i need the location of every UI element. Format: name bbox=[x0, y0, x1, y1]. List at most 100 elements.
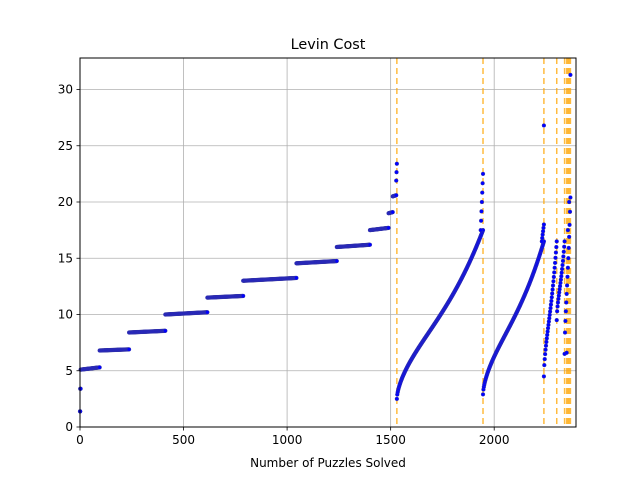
x-tick-label: 1500 bbox=[375, 433, 406, 447]
data-point bbox=[553, 250, 559, 255]
data-point bbox=[367, 242, 373, 247]
x-tick-label: 0 bbox=[76, 433, 84, 447]
data-point bbox=[548, 306, 553, 311]
data-point bbox=[543, 347, 548, 352]
data-point bbox=[554, 239, 559, 244]
y-tick-label: 0 bbox=[65, 420, 73, 434]
x-tick-label: 1000 bbox=[272, 433, 303, 447]
data-point bbox=[564, 350, 569, 355]
data-point bbox=[544, 336, 549, 341]
data-point bbox=[394, 161, 399, 166]
data-point bbox=[563, 318, 568, 324]
data-point bbox=[561, 254, 566, 259]
data-point bbox=[478, 228, 483, 233]
data-point bbox=[205, 310, 210, 315]
data-point bbox=[394, 178, 399, 183]
data-point bbox=[554, 244, 559, 250]
data-point bbox=[565, 228, 571, 233]
data-point bbox=[294, 275, 299, 281]
data-point bbox=[567, 234, 572, 239]
data-point bbox=[541, 374, 546, 379]
y-tick-label: 5 bbox=[65, 364, 73, 378]
data-point bbox=[563, 309, 568, 314]
data-point bbox=[386, 225, 391, 230]
y-tick-label: 15 bbox=[58, 251, 73, 265]
y-tick-label: 10 bbox=[58, 308, 73, 322]
data-point bbox=[334, 258, 339, 264]
data-point bbox=[544, 339, 549, 345]
data-point bbox=[163, 328, 168, 333]
chart-title: Levin Cost bbox=[291, 37, 366, 53]
data-point bbox=[542, 363, 547, 368]
data-point bbox=[480, 392, 486, 397]
data-point bbox=[552, 265, 557, 270]
data-point bbox=[479, 199, 484, 205]
y-tick-label: 20 bbox=[58, 195, 73, 209]
data-point bbox=[479, 218, 484, 223]
data-point bbox=[554, 318, 559, 323]
data-point bbox=[559, 274, 564, 279]
data-point bbox=[568, 195, 573, 200]
data-point bbox=[549, 298, 554, 304]
data-point bbox=[560, 262, 565, 268]
data-point bbox=[565, 265, 571, 270]
data-point bbox=[550, 291, 555, 296]
data-point bbox=[564, 291, 569, 297]
data-point bbox=[550, 283, 556, 288]
data-point bbox=[542, 356, 547, 362]
data-point bbox=[552, 260, 558, 265]
data-point bbox=[480, 190, 485, 195]
data-point bbox=[562, 330, 568, 335]
data-point bbox=[567, 199, 572, 205]
data-point bbox=[394, 170, 399, 175]
data-point bbox=[561, 249, 566, 254]
data-point bbox=[559, 270, 564, 275]
data-point bbox=[548, 309, 553, 314]
grid-lines bbox=[79, 58, 576, 428]
data-point bbox=[541, 222, 546, 227]
data-point bbox=[126, 347, 132, 352]
data-point bbox=[555, 309, 560, 314]
data-point bbox=[480, 181, 485, 186]
data-point bbox=[558, 277, 563, 282]
data-point bbox=[548, 302, 554, 307]
scatter-points bbox=[77, 72, 573, 414]
data-point bbox=[394, 193, 399, 198]
data-point bbox=[553, 255, 558, 260]
data-point bbox=[97, 365, 102, 370]
data-point bbox=[78, 386, 83, 391]
data-point bbox=[555, 304, 560, 309]
data-point bbox=[480, 171, 486, 176]
y-tick-label: 30 bbox=[58, 83, 73, 97]
axis-ticks: 0 500 1000 1500 2000 0 5 10 15 20 25 30 bbox=[58, 83, 510, 448]
x-tick-label: 2000 bbox=[479, 433, 510, 447]
data-point bbox=[551, 279, 556, 284]
data-point bbox=[541, 123, 546, 128]
data-point bbox=[479, 209, 484, 214]
data-point bbox=[543, 343, 549, 348]
data-point bbox=[390, 210, 395, 215]
data-point bbox=[564, 300, 569, 305]
data-point bbox=[560, 258, 566, 263]
x-tick-label: 500 bbox=[172, 433, 195, 447]
data-point bbox=[394, 396, 399, 401]
data-point bbox=[550, 287, 555, 292]
y-tick-label: 25 bbox=[58, 139, 73, 153]
data-point bbox=[562, 244, 567, 249]
data-point bbox=[555, 300, 561, 305]
data-point bbox=[567, 209, 573, 214]
data-point bbox=[568, 72, 573, 77]
data-point bbox=[564, 283, 570, 288]
data-point bbox=[552, 270, 557, 275]
plot-frame bbox=[79, 57, 577, 428]
x-axis-label: Number of Puzzles Solved bbox=[250, 456, 406, 470]
data-point bbox=[560, 266, 565, 272]
data-point bbox=[567, 222, 572, 227]
data-point bbox=[543, 352, 548, 357]
data-point bbox=[566, 245, 571, 251]
data-point bbox=[549, 295, 554, 300]
data-point bbox=[566, 256, 571, 261]
data-point bbox=[241, 293, 246, 299]
